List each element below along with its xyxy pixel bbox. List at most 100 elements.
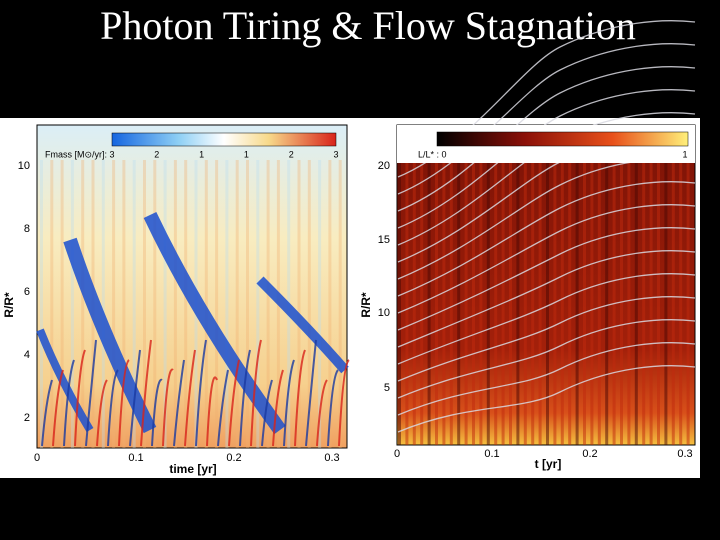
shock-streak — [305, 339, 317, 447]
x-tick-label: 0 — [394, 448, 400, 460]
shock-streak — [327, 369, 339, 447]
stripe — [266, 160, 270, 448]
stripe — [642, 163, 646, 445]
stripe — [597, 163, 601, 445]
x-tick-label: 0.1 — [128, 452, 143, 464]
y-tick-label: 15 — [378, 234, 390, 246]
colorbar-tick-label: 1 — [244, 149, 249, 159]
trajectory — [397, 89, 696, 229]
stripe — [605, 163, 609, 445]
stripe — [671, 163, 675, 445]
flow-band — [256, 276, 349, 374]
trajectory — [397, 319, 696, 399]
x-tick-label: 0 — [34, 452, 40, 464]
stripe — [398, 163, 401, 445]
stripe — [184, 160, 188, 448]
stripe — [101, 160, 105, 448]
stripe — [479, 163, 483, 445]
stripe — [420, 163, 424, 445]
shock-streak — [239, 349, 251, 447]
stripe — [620, 163, 623, 445]
stripe — [235, 160, 239, 448]
y-axis-label: R/R* — [2, 292, 16, 318]
shock-streak — [316, 379, 328, 447]
stripe — [679, 163, 683, 445]
stripe — [204, 160, 208, 448]
y-tick-label: 10 — [18, 160, 30, 172]
stripe — [70, 160, 74, 448]
stripe — [494, 163, 498, 445]
stripe — [132, 160, 136, 448]
stripe — [686, 163, 690, 445]
stripe — [546, 163, 549, 445]
stripe — [634, 163, 638, 445]
colorbar-label: Fmass [M⊙/yr]: — [45, 149, 107, 159]
stripe — [590, 163, 594, 445]
colorbar-tick-label: 2 — [289, 149, 294, 159]
luminosity-pattern — [397, 20, 696, 445]
shock-streak — [63, 359, 75, 447]
shock-streak — [118, 359, 130, 447]
stripe — [427, 163, 431, 445]
flow-band — [36, 328, 94, 433]
stripe — [509, 163, 512, 445]
trajectory — [397, 227, 696, 331]
stripe — [553, 163, 557, 445]
x-axis-label: t [yr] — [535, 457, 562, 471]
trajectory — [397, 342, 696, 416]
trajectory — [397, 296, 696, 382]
stripe — [538, 163, 542, 445]
x-axis-label: time [yr] — [169, 462, 216, 476]
stripe — [501, 163, 505, 445]
stripe — [246, 160, 249, 448]
shock-streak — [206, 376, 218, 447]
y-tick-label: 4 — [24, 349, 30, 361]
shock-streak — [162, 368, 174, 447]
stripe — [307, 160, 311, 448]
stripe — [338, 160, 342, 448]
stripe — [568, 163, 572, 445]
stripe — [457, 163, 461, 445]
y-tick-label: 6 — [24, 286, 30, 298]
stripe — [583, 163, 586, 445]
stripe — [523, 163, 527, 445]
trajectory — [397, 204, 696, 314]
stripe — [405, 163, 409, 445]
shock-streak — [261, 379, 273, 447]
colorbar-tick-label: 3 — [333, 149, 338, 159]
stripe — [50, 160, 54, 448]
flow-pattern — [36, 160, 350, 448]
stripe — [412, 163, 416, 445]
stripe — [664, 163, 668, 445]
stripe — [516, 163, 520, 445]
y-axis-label: R/R* — [359, 292, 373, 318]
shock-streak — [195, 339, 207, 447]
stripe — [442, 163, 446, 445]
stripe — [627, 163, 631, 445]
y-tick-label: 5 — [384, 382, 390, 394]
stripe — [297, 160, 301, 448]
stripe — [318, 160, 322, 448]
trajectory — [397, 250, 696, 348]
flow-band — [143, 211, 286, 435]
y-tick-label: 20 — [378, 160, 390, 172]
shock-streak — [217, 369, 229, 447]
shock-streak — [338, 359, 350, 447]
stripe — [575, 163, 579, 445]
x-tick-label: 0.2 — [582, 448, 597, 460]
trajectory — [397, 365, 696, 433]
shock-streak — [151, 378, 163, 447]
shock-streak — [250, 339, 262, 447]
stripe — [486, 163, 490, 445]
stripe — [163, 160, 167, 448]
colorbar-tick-label: 2 — [154, 149, 159, 159]
stripe — [560, 163, 564, 445]
colorbar — [111, 132, 337, 147]
shock-streak — [140, 339, 152, 447]
stripe — [215, 160, 219, 448]
shock-streak — [184, 349, 196, 447]
shock-streak — [129, 349, 141, 447]
stripe — [225, 160, 229, 448]
x-tick-label: 0.1 — [484, 448, 499, 460]
